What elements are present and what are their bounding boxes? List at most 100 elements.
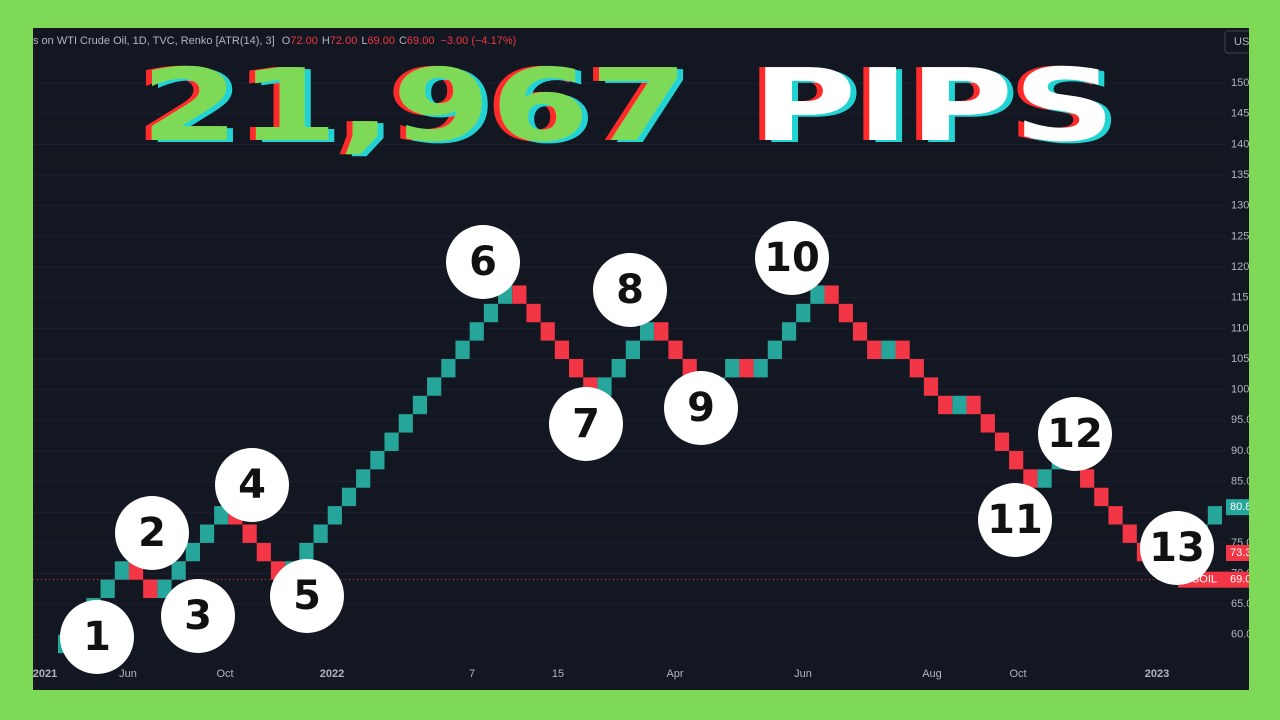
y-tick-label: 115.00 [1231, 292, 1264, 304]
chart-header: s on WTI Crude Oil, 1D, TVC, Renko [ATR(… [33, 35, 516, 47]
price-tag [1226, 571, 1249, 588]
annotation-label: 13 [1149, 525, 1205, 571]
renko-brick [114, 561, 129, 580]
x-tick-label: Jun [119, 668, 137, 680]
x-tick-label: 7 [469, 668, 475, 680]
annotation-circle [1038, 397, 1112, 471]
renko-brick [994, 432, 1010, 451]
renko-brick [370, 450, 385, 470]
annotation-label: 11 [987, 497, 1043, 543]
renko-brick [427, 377, 442, 396]
annotation-circle [664, 371, 738, 445]
renko-brick [256, 542, 271, 562]
renko-brick [441, 359, 456, 378]
annotation-label: 12 [1047, 411, 1103, 457]
annotation-circle [549, 387, 623, 461]
annotation-label: 7 [572, 401, 600, 447]
renko-brick [895, 340, 910, 359]
annotation-label: 9 [687, 385, 715, 431]
renko-brick [469, 322, 484, 341]
x-tick-label: Oct [216, 668, 233, 680]
ohlc-value: 72.00 [290, 35, 318, 47]
renko-brick [753, 359, 768, 378]
ohlc-value: 69.00 [367, 35, 395, 47]
renko-brick [569, 359, 584, 378]
renko-brick [668, 340, 683, 359]
annotation-label: 8 [616, 267, 644, 313]
renko-brick [171, 561, 186, 580]
renko-brick [214, 506, 229, 525]
y-tick-label: 95.00 [1231, 414, 1259, 426]
y-tick-label: 110.00 [1231, 322, 1264, 334]
change: −3.00 (−4.17%) [440, 35, 516, 47]
price-tag [1226, 545, 1249, 562]
renko-brick [952, 395, 967, 415]
y-tick-label: 140.00 [1231, 138, 1265, 150]
y-tick-label: 100.00 [1231, 384, 1265, 396]
renko-brick [313, 524, 328, 543]
ohlc-key: C [399, 35, 407, 47]
ohlc-key: H [322, 35, 330, 47]
renko-brick [1122, 524, 1137, 543]
renko-brick [909, 359, 924, 378]
renko-brick [157, 579, 172, 599]
annotation-circle [978, 483, 1052, 557]
price-tag [1226, 499, 1249, 516]
x-tick-label: Apr [666, 668, 683, 680]
renko-brick [455, 340, 470, 359]
y-tick-label: 65.00 [1231, 598, 1259, 610]
x-tick-label: 15 [552, 668, 564, 680]
renko-brick [526, 303, 541, 323]
price-tag-text: 69.00 [1230, 574, 1258, 586]
y-tick-label: 145.00 [1231, 108, 1265, 120]
renko-brick [1108, 506, 1123, 525]
annotation-circle [446, 225, 520, 299]
renko-brick [781, 322, 797, 341]
currency-box [1224, 30, 1249, 54]
renko-brick [923, 377, 939, 396]
renko-brick [512, 285, 527, 304]
renko-brick [725, 359, 740, 378]
annotation-label: 6 [469, 239, 497, 285]
renko-brick [242, 524, 257, 543]
price-tag-text: 73.35 [1230, 547, 1258, 559]
renko-brick [938, 395, 953, 415]
ohlc-value: 69.00 [407, 35, 435, 47]
annotation-label: 1 [83, 614, 111, 660]
annotation-circle [1140, 511, 1214, 585]
renko-brick [540, 322, 555, 341]
annotation-circle [270, 559, 344, 633]
y-tick-label: 60.00 [1231, 629, 1259, 641]
x-tick-label: 2022 [320, 668, 344, 680]
annotation-label: 2 [138, 510, 166, 556]
renko-brick [654, 322, 669, 341]
renko-brick [299, 542, 314, 562]
y-tick-label: 105.00 [1231, 353, 1265, 365]
renko-brick [881, 340, 896, 359]
y-tick-label: 130.00 [1231, 200, 1265, 212]
x-tick-label: Aug [922, 668, 942, 680]
ohlc-key: L [361, 35, 367, 47]
annotation-circle [60, 600, 134, 674]
annotation-label: 5 [293, 573, 321, 619]
renko-brick [199, 524, 215, 543]
renko-brick [412, 395, 428, 415]
renko-brick [327, 506, 342, 525]
renko-brick [796, 303, 811, 323]
price-tag-text: 80.83 [1230, 501, 1258, 513]
y-tick-label: 120.00 [1231, 261, 1265, 273]
renko-brick [1207, 506, 1222, 525]
renko-brick [767, 340, 782, 359]
renko-brick [1080, 469, 1095, 488]
renko-brick [966, 395, 981, 415]
renko-brick [867, 340, 882, 359]
renko-brick [384, 432, 399, 451]
renko-brick [1023, 469, 1038, 488]
annotation-label: 3 [184, 593, 212, 639]
renko-brick [980, 414, 995, 433]
renko-brick [398, 414, 413, 433]
annotation-circle [755, 221, 829, 295]
renko-brick [739, 359, 754, 378]
renko-brick [611, 359, 626, 378]
